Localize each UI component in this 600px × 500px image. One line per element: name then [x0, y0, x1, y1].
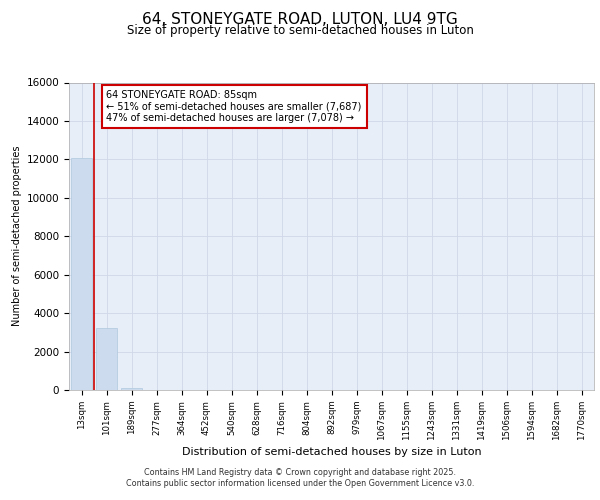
- Text: 64 STONEYGATE ROAD: 85sqm
← 51% of semi-detached houses are smaller (7,687)
47% : 64 STONEYGATE ROAD: 85sqm ← 51% of semi-…: [107, 90, 362, 124]
- Bar: [71, 158, 92, 390]
- Text: 64, STONEYGATE ROAD, LUTON, LU4 9TG: 64, STONEYGATE ROAD, LUTON, LU4 9TG: [142, 12, 458, 28]
- Bar: [96, 328, 117, 390]
- Y-axis label: Number of semi-detached properties: Number of semi-detached properties: [13, 146, 22, 326]
- Bar: [121, 388, 142, 390]
- Text: Contains HM Land Registry data © Crown copyright and database right 2025.
Contai: Contains HM Land Registry data © Crown c…: [126, 468, 474, 487]
- Text: Size of property relative to semi-detached houses in Luton: Size of property relative to semi-detach…: [127, 24, 473, 37]
- X-axis label: Distribution of semi-detached houses by size in Luton: Distribution of semi-detached houses by …: [182, 447, 481, 457]
